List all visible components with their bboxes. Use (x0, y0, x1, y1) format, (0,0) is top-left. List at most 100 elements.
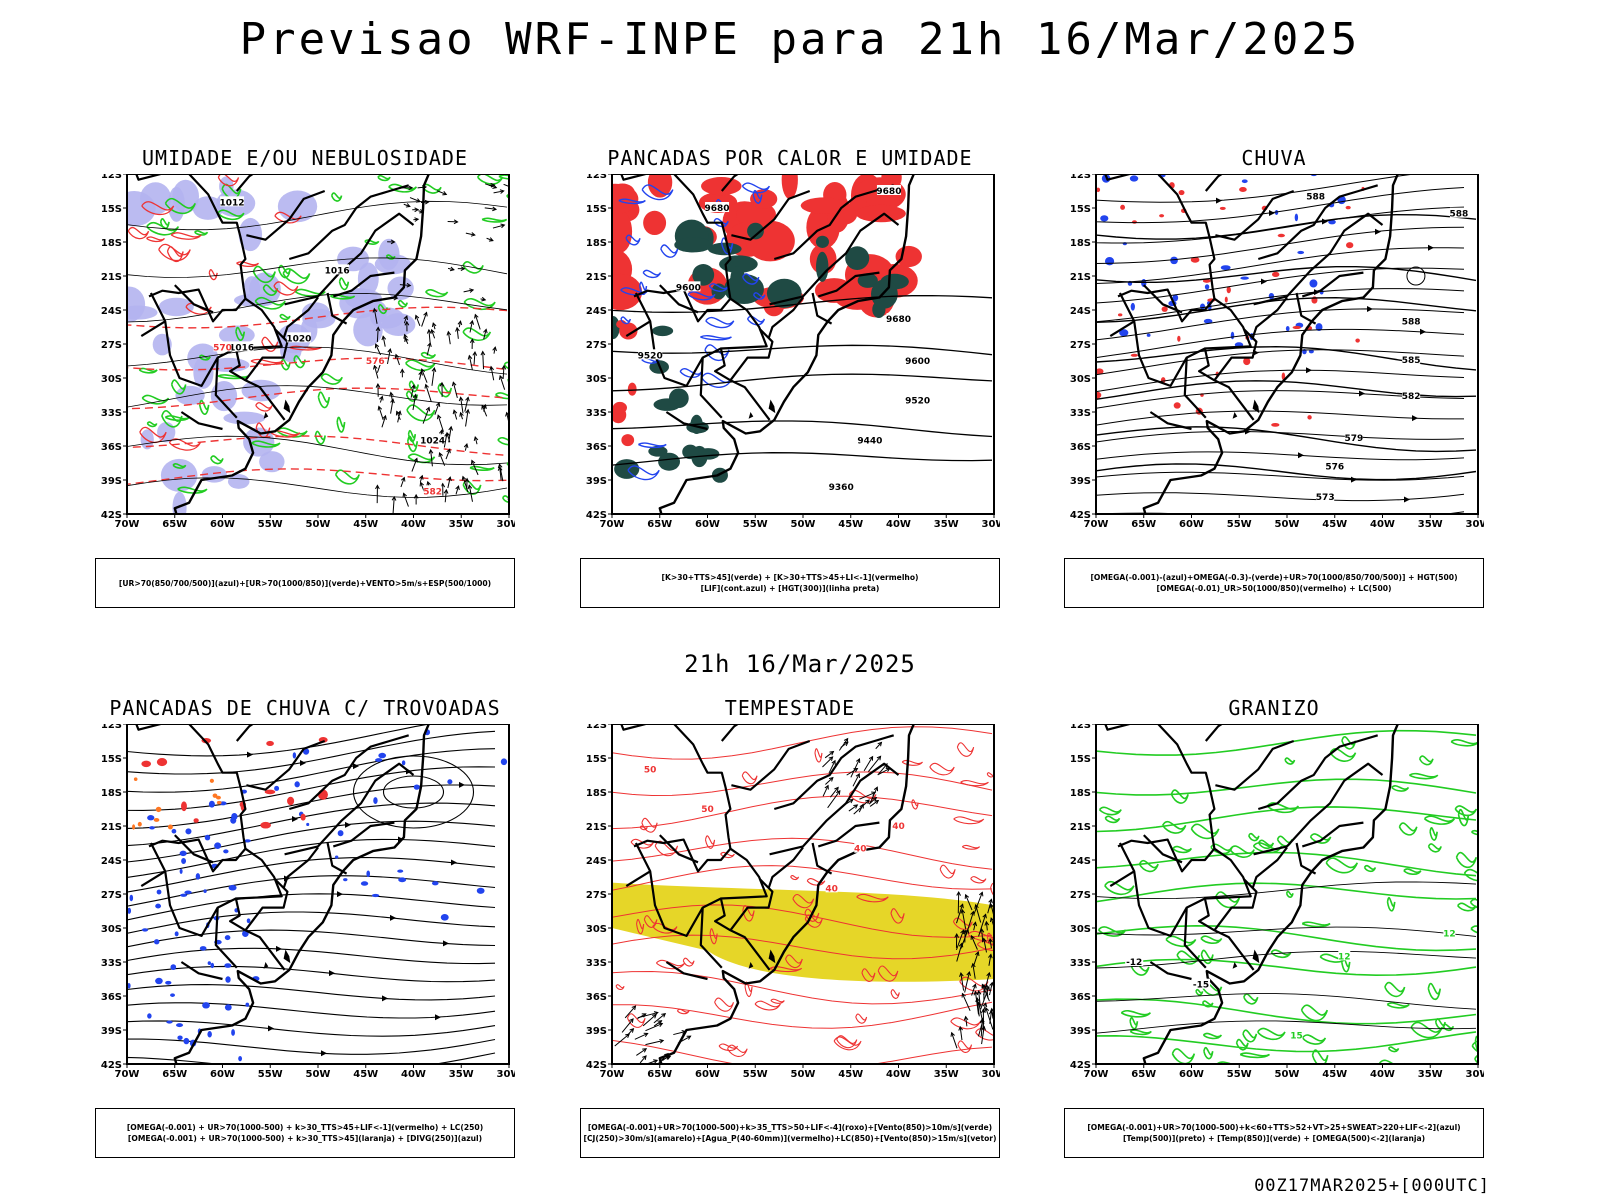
wind-vector (988, 954, 992, 966)
lake (263, 412, 269, 419)
wind-vector (486, 237, 494, 242)
k-li-area (800, 197, 848, 214)
legend-line: [OMEGA(-0.001) + UR>70(1000-500) + k>30_… (126, 1123, 484, 1132)
wind-vector-head (438, 452, 443, 458)
wind-vector-head (424, 199, 430, 205)
k-tts-area (658, 452, 681, 471)
wind-vector (673, 1031, 686, 1036)
border-line (1204, 724, 1224, 742)
border-line (1257, 734, 1379, 811)
legend-line: [LIF](cont.azul) + [HGT(300)](linha pret… (700, 584, 880, 593)
temp850-contour (1170, 789, 1189, 804)
border-line (246, 739, 326, 791)
rh-contour (498, 174, 509, 180)
temp850-contour (1229, 845, 1255, 858)
humidity-blob (238, 217, 263, 252)
lake (1232, 412, 1238, 419)
k-tts-area (857, 273, 878, 288)
contour-label: 9600 (676, 283, 701, 293)
wind-vector-head (871, 791, 877, 796)
temp850-contour (1200, 949, 1214, 965)
k-li-area (855, 204, 906, 223)
wind-vector (463, 289, 474, 293)
border-line (620, 174, 732, 323)
streamline (1096, 410, 1464, 428)
omega-ur-area (1202, 279, 1211, 283)
wind-vector-head (439, 381, 445, 387)
pwat-contour (890, 908, 905, 924)
wind-vector-head (988, 1009, 994, 1015)
omega-ur-area (1345, 205, 1351, 210)
lif-contour (752, 189, 763, 204)
temp850-contour (1243, 993, 1259, 1005)
temp850-contour (1423, 815, 1456, 825)
divergence-blob (156, 889, 162, 895)
lon-label: 70W (115, 1069, 140, 1080)
border-line (214, 907, 238, 969)
streamline (1096, 226, 1465, 265)
wind-vector (970, 935, 978, 950)
streamline-arrow (268, 1025, 274, 1032)
humidity-blob (259, 451, 285, 473)
wind-vector (858, 804, 864, 813)
wind-vector (482, 351, 485, 370)
humidity-blob (160, 458, 198, 492)
temp850-contour (1248, 832, 1260, 842)
border-line (773, 184, 895, 261)
omega-ur-area (1161, 306, 1168, 312)
hgt300-contour (612, 373, 993, 392)
humidity-blob (227, 474, 250, 489)
streamline (1096, 328, 1465, 359)
pwat-contour (769, 966, 803, 973)
lon-label: 35W (1418, 519, 1443, 530)
wind-vector (822, 756, 833, 768)
lat-label: 18S (586, 238, 607, 249)
omega-area (1309, 279, 1318, 288)
wind-vector-head (426, 328, 432, 334)
rh-contour (497, 437, 509, 446)
streamline-arrow (1359, 390, 1365, 397)
k-li-area (612, 210, 633, 254)
temp850-contour (1429, 827, 1438, 841)
hgt500-contour (1096, 463, 1477, 481)
wind-vector (964, 971, 970, 993)
rh-contour (405, 390, 419, 402)
wind-vector-head (631, 1005, 637, 1011)
lat-label: 15S (586, 754, 607, 765)
lat-label: 42S (101, 1060, 122, 1071)
pwat-contour (727, 1044, 748, 1057)
wind-vector (428, 329, 431, 343)
wind-vector (483, 329, 487, 340)
panel-legend: [OMEGA(-0.001)+UR>70(1000-500)+k<60+TTS>… (1064, 1108, 1484, 1158)
lon-label: 40W (886, 1069, 911, 1080)
panel-title: CHUVA (1241, 146, 1307, 170)
coastline (1142, 174, 1399, 514)
border-line (1253, 762, 1384, 856)
wind-vector-head (492, 206, 498, 212)
temp850-contour (1257, 1027, 1286, 1041)
lon-label: 65W (1131, 519, 1156, 530)
streamline (127, 820, 496, 863)
lif-contour (642, 269, 662, 279)
omega-ur-area (1159, 214, 1165, 218)
streamline-arrow (1261, 278, 1267, 285)
wind-vector-head (419, 481, 424, 487)
divergence-blob (141, 928, 149, 932)
temp850-contour (1242, 1029, 1258, 1043)
lat-label: 42S (586, 1060, 607, 1071)
pwat-contour (967, 930, 994, 942)
hgt500-contour (1096, 213, 1477, 240)
wind-vector (971, 984, 976, 996)
divergence-blob (153, 939, 160, 945)
map-granizo: -12 -15 15 12 12 12S 15S 18S 21S 24S 27S 30S 33S 36S 3… (1070, 724, 1484, 1080)
wind-vector-head (853, 804, 859, 809)
omega-area (1241, 179, 1248, 184)
wind-vector-head (439, 429, 444, 435)
lon-label: 55W (1227, 1069, 1252, 1080)
lat-label: 12S (586, 724, 607, 731)
pwat-contour (643, 915, 658, 928)
omega-ur-area (1224, 296, 1228, 303)
humidity-blob (127, 286, 146, 323)
lon-label: 35W (449, 1069, 474, 1080)
lat-label: 24S (586, 856, 607, 867)
